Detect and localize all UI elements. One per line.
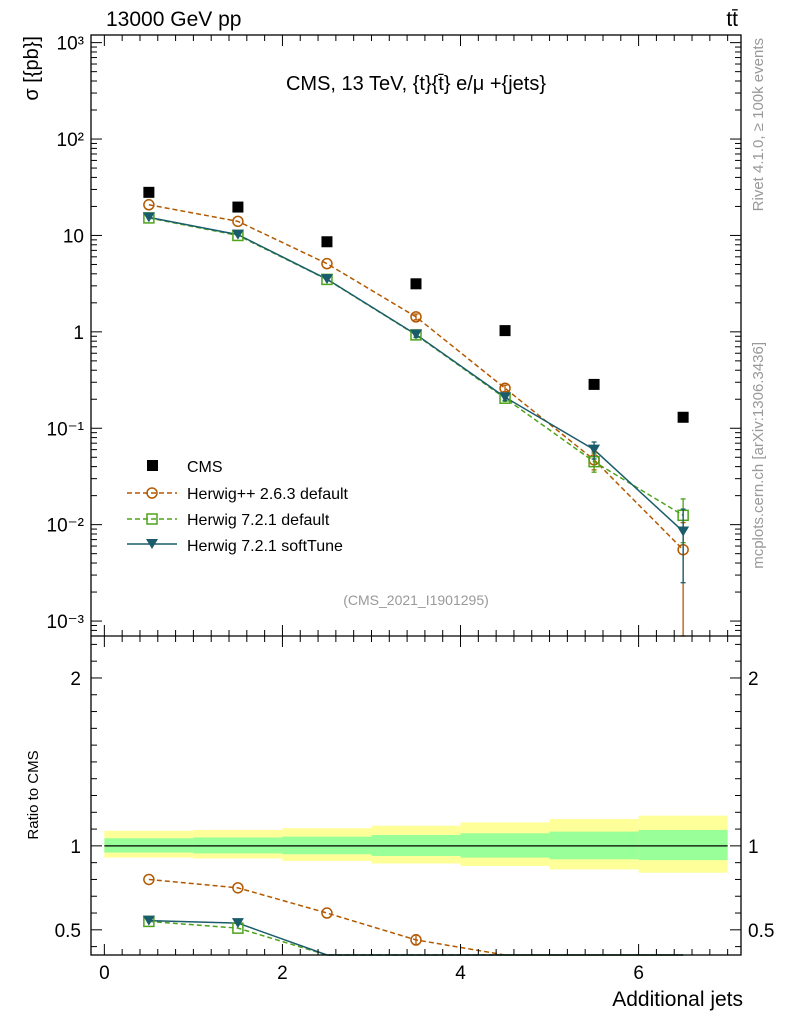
plot-frame — [90, 34, 742, 956]
main-y-tick-label: 10³ — [57, 34, 84, 55]
marker-herwigpp — [321, 257, 333, 270]
marker-softtune — [142, 212, 155, 223]
x-tick-label: 4 — [455, 963, 466, 984]
main-line-herwig721 — [148, 217, 684, 516]
marker-softtune — [231, 918, 244, 929]
ratio-y-tick-label: 0.5 — [55, 921, 81, 942]
legend: CMS Herwig++ 2.6.3 default Herwig 7.2.1 … — [127, 459, 349, 555]
main-title: CMS, 13 TeV, {t}{t̄} e/μ +{jets} — [286, 73, 546, 95]
ratio-y-axis-label: Ratio to CMS — [25, 750, 42, 839]
marker-cms — [499, 325, 511, 337]
marker-herwigpp — [232, 882, 244, 894]
marker-cms — [410, 278, 422, 290]
marker-cms — [321, 236, 333, 248]
main-line-softtune — [148, 216, 684, 533]
main-y-tick-label: 10⁻³ — [47, 612, 85, 633]
ratio-uncertainty-bands — [104, 815, 728, 873]
marker-herwigpp — [410, 934, 422, 946]
analysis-id: (CMS_2021_I1901295) — [343, 592, 489, 608]
x-tick-label: 2 — [277, 963, 288, 984]
mcplots-label: mcplots.cern.ch [arXiv:1306.3436] — [750, 342, 767, 569]
marker-softtune — [410, 329, 422, 340]
main-y-axis-label: σ [{pb}] — [21, 36, 43, 101]
marker-cms — [232, 201, 244, 213]
marker-softtune — [231, 229, 244, 240]
marker-herwigpp — [143, 873, 155, 886]
ratio-y-tick-label-right: 2 — [748, 669, 759, 690]
marker-softtune — [142, 915, 155, 926]
marker-herwigpp — [410, 311, 422, 323]
main-y-tick-label: 10⁻² — [47, 516, 85, 537]
marker-softtune — [588, 444, 601, 455]
header-energy-label: 13000 GeV pp — [106, 8, 241, 31]
x-tick-label: 6 — [633, 963, 644, 984]
main-y-tick-label: 10⁻¹ — [47, 419, 85, 440]
marker-softtune — [677, 526, 690, 537]
legend-marker-herwig721 — [146, 513, 158, 525]
main-y-tick-label: 10 — [63, 226, 84, 247]
rivet-version-label: Rivet 4.1.0, ≥ 100k events — [750, 38, 767, 211]
series-markers — [142, 186, 690, 946]
legend-marker-softtune — [146, 539, 158, 549]
marker-herwigpp — [321, 907, 333, 919]
marker-herwigpp — [232, 215, 244, 228]
legend-marker-herwigpp — [146, 487, 158, 499]
ratio-y-tick-label-right: 0.5 — [748, 921, 774, 942]
ratio-y-tick-label: 1 — [70, 837, 81, 858]
marker-cms — [143, 186, 155, 198]
marker-herwigpp — [143, 199, 155, 211]
ratio-y-tick-label: 2 — [70, 669, 81, 690]
legend-label-herwig721: Herwig 7.2.1 default — [187, 512, 330, 529]
marker-cms — [677, 411, 689, 423]
band-inner-segment — [638, 829, 728, 861]
marker-softtune — [320, 274, 333, 285]
marker-cms — [588, 378, 600, 390]
legend-label-softtune: Herwig 7.2.1 softTune — [187, 538, 343, 555]
legend-marker-cms — [147, 460, 158, 471]
marker-softtune — [499, 392, 512, 403]
main-y-tick-label: 1 — [73, 323, 84, 344]
legend-label-cms: CMS — [187, 459, 223, 476]
x-axis-label: Additional jets — [612, 988, 743, 1011]
header-process-label: tt̄ — [726, 8, 738, 31]
plot-axes: 10⁻³ 10⁻² 10⁻¹ 1 10 10² 10³ 0.5 0.5 1 1 2 2 0 2 4 6 — [47, 34, 775, 984]
main-y-tick-label: 10² — [57, 130, 84, 151]
legend-label-herwigpp: Herwig++ 2.6.3 default — [187, 486, 349, 503]
ratio-y-tick-label-right: 1 — [748, 837, 759, 858]
x-tick-label: 0 — [99, 963, 110, 984]
